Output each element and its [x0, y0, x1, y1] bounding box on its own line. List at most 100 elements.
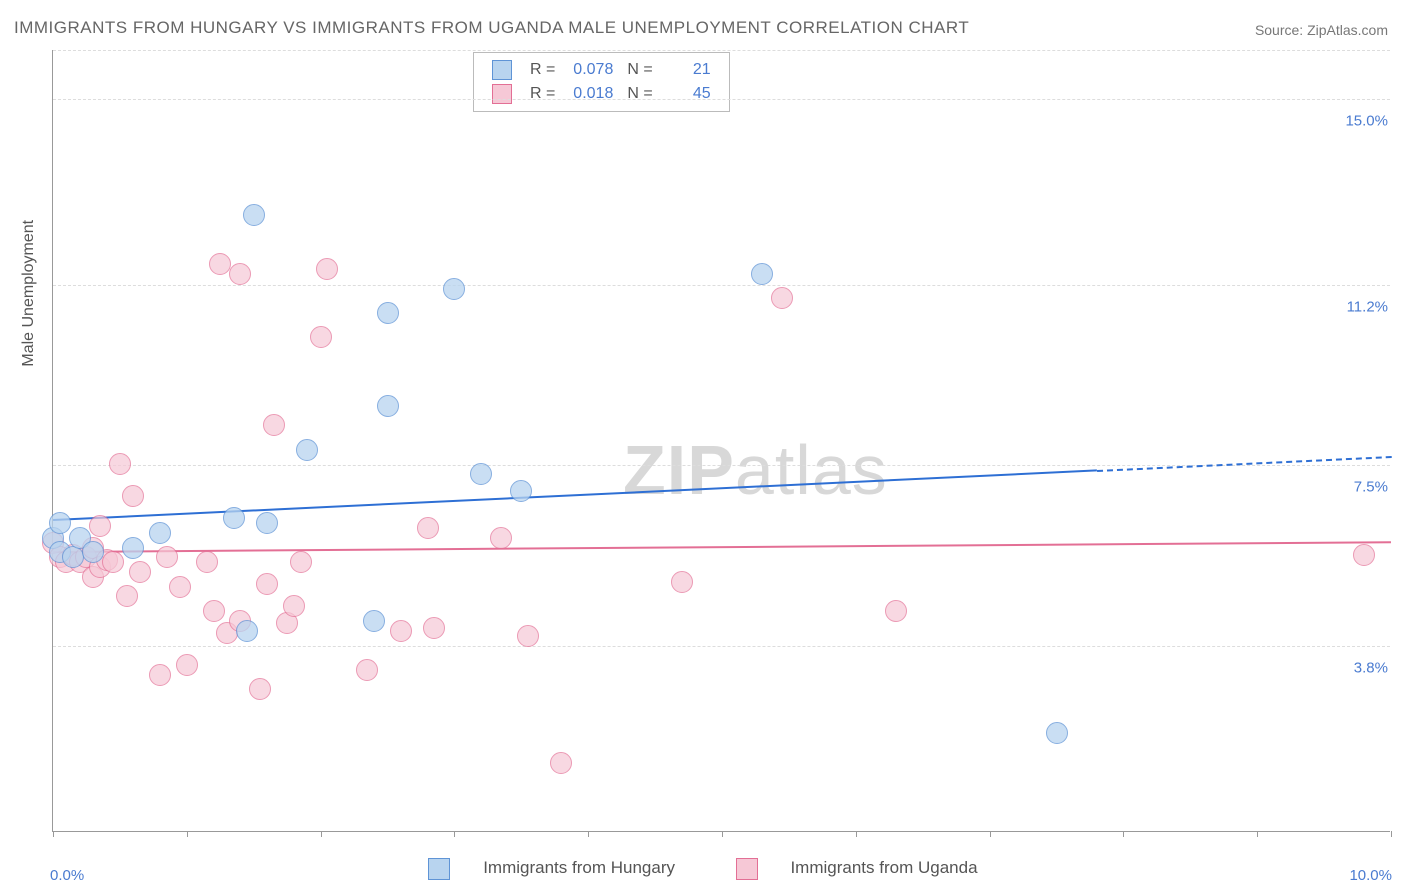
data-point [290, 551, 312, 573]
data-point [129, 561, 151, 583]
trend-line [1097, 456, 1391, 472]
data-point [256, 573, 278, 595]
stats-legend: R = 0.078 N = 21 R = 0.018 N = 45 [473, 52, 730, 112]
data-point [49, 512, 71, 534]
grid-line [53, 50, 1390, 51]
data-point [310, 326, 332, 348]
data-point [356, 659, 378, 681]
legend-item-uganda: Immigrants from Uganda [722, 858, 992, 877]
swatch-uganda [492, 84, 512, 104]
data-point [885, 600, 907, 622]
grid-line [53, 646, 1390, 647]
data-point [229, 263, 251, 285]
data-point [156, 546, 178, 568]
x-tick [187, 831, 188, 837]
trend-line [53, 470, 1097, 522]
data-point [209, 253, 231, 275]
data-point [149, 664, 171, 686]
watermark: ZIPatlas [623, 430, 888, 510]
data-point [176, 654, 198, 676]
source-attribution: Source: ZipAtlas.com [1255, 22, 1388, 38]
data-point [550, 752, 572, 774]
data-point [116, 585, 138, 607]
data-point [223, 507, 245, 529]
x-tick [990, 831, 991, 837]
r-value-hungary: 0.078 [569, 61, 613, 79]
y-tick-label: 11.2% [1343, 298, 1392, 315]
data-point [363, 610, 385, 632]
data-point [671, 571, 693, 593]
data-point [771, 287, 793, 309]
legend-label-hungary: Immigrants from Hungary [483, 858, 675, 877]
data-point [169, 576, 191, 598]
watermark-light: atlas [735, 431, 888, 509]
data-point [263, 414, 285, 436]
data-point [470, 463, 492, 485]
data-point [390, 620, 412, 642]
x-tick [1123, 831, 1124, 837]
x-tick [1257, 831, 1258, 837]
data-point [102, 551, 124, 573]
data-point [751, 263, 773, 285]
series-legend: Immigrants from Hungary Immigrants from … [0, 858, 1406, 880]
r-label: R = [524, 59, 561, 81]
data-point [296, 439, 318, 461]
data-point [417, 517, 439, 539]
legend-label-uganda: Immigrants from Uganda [790, 858, 977, 877]
r-value-uganda: 0.018 [569, 85, 613, 103]
data-point [1353, 544, 1375, 566]
data-point [283, 595, 305, 617]
data-point [423, 617, 445, 639]
data-point [510, 480, 532, 502]
swatch-hungary [492, 60, 512, 80]
y-tick-label: 7.5% [1350, 479, 1392, 496]
data-point [122, 537, 144, 559]
data-point [109, 453, 131, 475]
stats-row-hungary: R = 0.078 N = 21 [486, 59, 717, 81]
data-point [196, 551, 218, 573]
data-point [517, 625, 539, 647]
swatch-hungary [428, 858, 450, 880]
r-label: R = [524, 83, 561, 105]
x-tick [722, 831, 723, 837]
plot-area: ZIPatlas R = 0.078 N = 21 R = 0.018 N = … [52, 50, 1390, 832]
data-point [149, 522, 171, 544]
n-label: N = [621, 59, 658, 81]
n-label: N = [621, 83, 658, 105]
data-point [122, 485, 144, 507]
data-point [256, 512, 278, 534]
data-point [249, 678, 271, 700]
y-axis-title: Male Unemployment [20, 220, 38, 367]
x-tick [588, 831, 589, 837]
n-value-uganda: 45 [667, 85, 711, 103]
data-point [490, 527, 512, 549]
data-point [89, 515, 111, 537]
data-point [243, 204, 265, 226]
y-tick-label: 3.8% [1350, 660, 1392, 677]
data-point [82, 541, 104, 563]
x-tick [321, 831, 322, 837]
swatch-uganda [736, 858, 758, 880]
data-point [236, 620, 258, 642]
stats-row-uganda: R = 0.018 N = 45 [486, 83, 717, 105]
data-point [203, 600, 225, 622]
x-tick [454, 831, 455, 837]
chart-container: IMMIGRANTS FROM HUNGARY VS IMMIGRANTS FR… [0, 0, 1406, 892]
x-tick [1391, 831, 1392, 837]
data-point [377, 395, 399, 417]
y-tick-label: 15.0% [1341, 112, 1392, 129]
watermark-bold: ZIP [623, 431, 735, 509]
grid-line [53, 285, 1390, 286]
trend-line [53, 541, 1391, 553]
data-point [1046, 722, 1068, 744]
data-point [377, 302, 399, 324]
data-point [316, 258, 338, 280]
grid-line [53, 99, 1390, 100]
x-tick [53, 831, 54, 837]
data-point [443, 278, 465, 300]
chart-title: IMMIGRANTS FROM HUNGARY VS IMMIGRANTS FR… [14, 18, 969, 38]
x-tick [856, 831, 857, 837]
legend-item-hungary: Immigrants from Hungary [414, 858, 689, 877]
data-point [62, 546, 84, 568]
n-value-hungary: 21 [667, 61, 711, 79]
